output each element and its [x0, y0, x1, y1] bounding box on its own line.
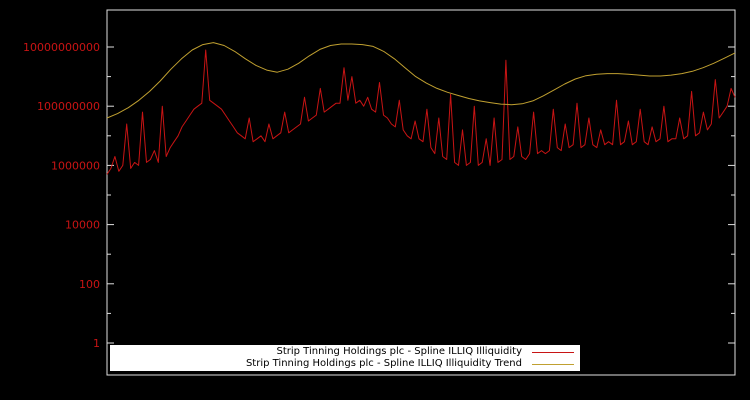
legend-label-illiquidity: Strip Tinning Holdings plc - Spline ILLI…: [276, 346, 522, 357]
series-trend-line: [106, 42, 736, 119]
y-tick-label: 100: [79, 278, 100, 291]
legend-swatch-red-line: [532, 351, 574, 353]
y-tick-label: 10000: [65, 219, 100, 232]
y-tick-label: 1: [93, 337, 100, 350]
y-tick-label: 10000000000: [23, 41, 100, 54]
legend-label-trend: Strip Tinning Holdings plc - Spline ILLI…: [245, 358, 522, 369]
legend-item-trend: Strip Tinning Holdings plc - Spline ILLI…: [114, 358, 574, 370]
series-illiquidity-line: [106, 49, 736, 175]
legend-swatch-yellow-line: [532, 363, 574, 365]
y-tick-label: 1000000: [51, 159, 100, 172]
y-tick-label: 100000000: [37, 100, 100, 113]
chart-legend: Strip Tinning Holdings plc - Spline ILLI…: [110, 345, 580, 371]
legend-item-illiquidity: Strip Tinning Holdings plc - Spline ILLI…: [114, 346, 574, 358]
